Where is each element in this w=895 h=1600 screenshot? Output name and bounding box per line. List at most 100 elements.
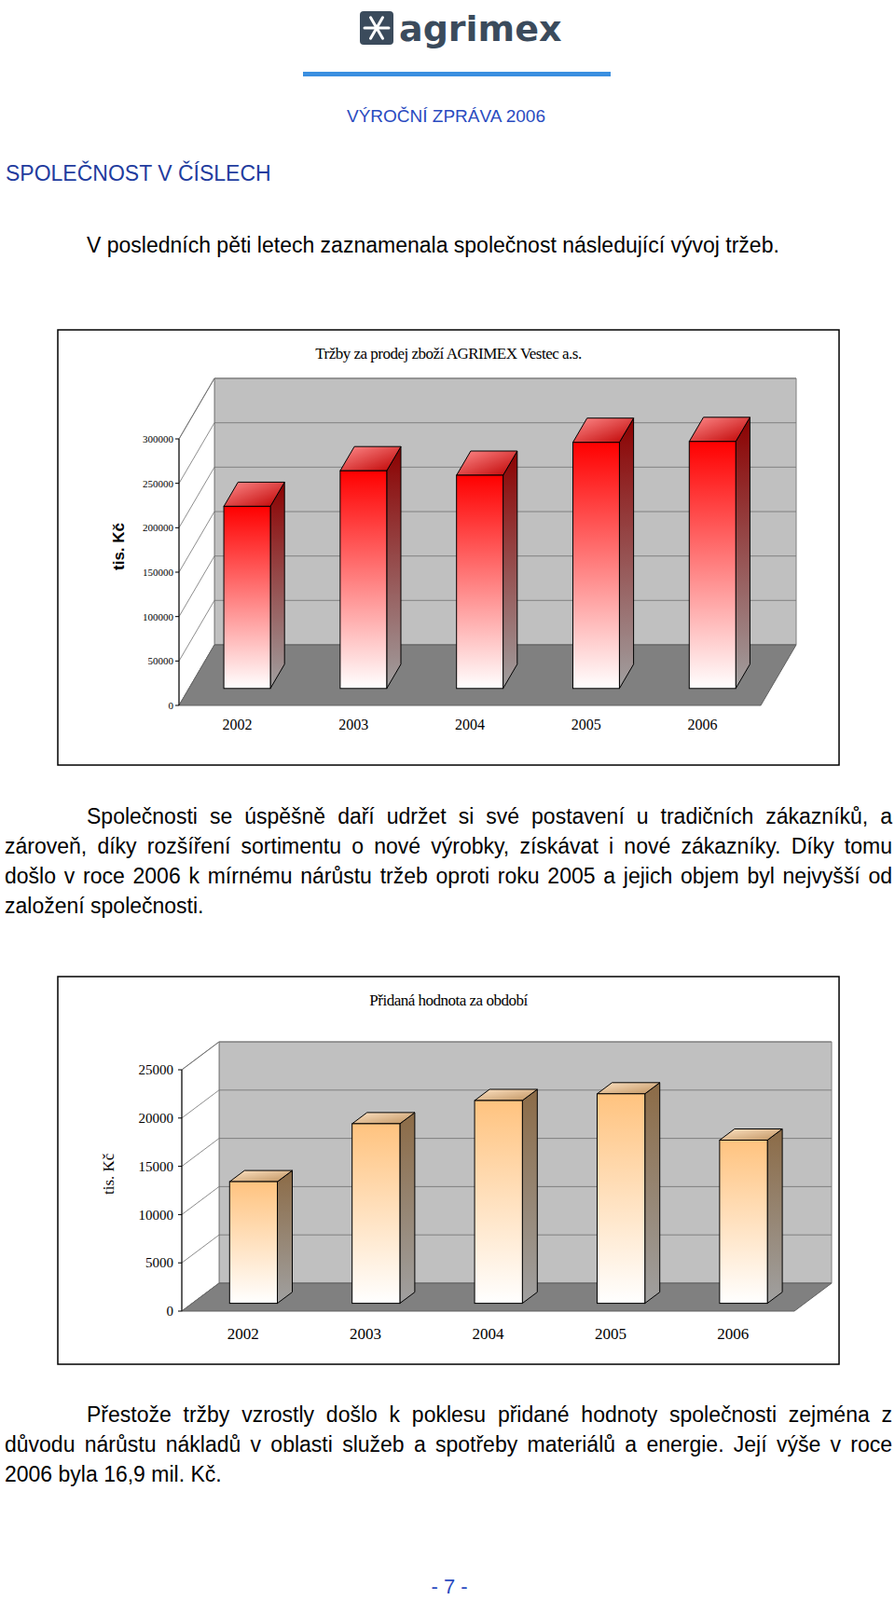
- tick-mark: [175, 527, 179, 529]
- category-label: 2006: [688, 716, 718, 733]
- axis-label: tis. Kč: [99, 1153, 118, 1196]
- bar-top: [597, 1083, 661, 1095]
- tick-mark: [178, 1214, 182, 1216]
- tick-label: 15000: [138, 1159, 175, 1175]
- category-label: 2003: [349, 1325, 382, 1344]
- tick-mark: [175, 705, 179, 707]
- paragraph: V posledních pěti letech zaznamenala spo…: [4, 230, 893, 261]
- category-label: 2002: [221, 716, 252, 733]
- bar-front: [223, 506, 271, 689]
- bar: [474, 1089, 537, 1305]
- axis-label: tis. Kč: [110, 523, 128, 571]
- bar: [223, 481, 285, 689]
- bar: [719, 1129, 783, 1305]
- tick-label: 20000: [138, 1111, 175, 1127]
- logo-icon-stroke: [371, 17, 384, 40]
- tick-mark: [178, 1166, 182, 1168]
- bar-side: [277, 1170, 293, 1305]
- tick-label: 50000: [148, 655, 175, 667]
- category-label: 2004: [472, 1325, 506, 1344]
- bar-side: [735, 417, 750, 689]
- bar-front: [352, 1124, 400, 1305]
- bar-front: [229, 1182, 277, 1305]
- chart: Přidaná hodnota za období 0 5000 10000 15000…: [57, 977, 840, 1365]
- bar-front: [688, 441, 736, 689]
- bars: [229, 1083, 783, 1305]
- tick-mark: [175, 439, 179, 441]
- bar: [688, 417, 750, 689]
- bar-front: [596, 1094, 645, 1305]
- bar-front: [340, 470, 387, 689]
- bar: [456, 451, 518, 689]
- logo: agrimex: [359, 8, 563, 50]
- paragraph: Přestože tržby vzrostly došlo k poklesu …: [4, 1400, 893, 1490]
- logo-icon-stroke: [371, 17, 384, 40]
- chart-frame: [57, 330, 840, 766]
- bar-top: [352, 1113, 415, 1125]
- tick-label: 10000: [138, 1208, 175, 1224]
- bar-side: [619, 418, 634, 689]
- tick-mark: [178, 1070, 182, 1072]
- section-heading: SPOLEČNOST V ČÍSLECH: [5, 160, 272, 186]
- bar-side: [767, 1129, 783, 1305]
- paragraph: Společnosti se úspěšně daří udržet si sv…: [4, 801, 893, 922]
- tick-mark: [175, 616, 179, 618]
- tick-mark: [178, 1311, 182, 1313]
- tick-label: 300000: [142, 433, 175, 445]
- category-label: 2003: [338, 716, 369, 733]
- category-label: 2005: [571, 716, 602, 733]
- bar-top: [223, 481, 285, 507]
- chart-frame: [57, 977, 840, 1365]
- chart-title: Tržby za prodej zboží AGRIMEX Vestec a.s…: [315, 344, 582, 363]
- page-number: - 7 -: [430, 1575, 468, 1599]
- logo-icon: [359, 11, 394, 45]
- tick-label: 100000: [142, 611, 175, 623]
- bar-top: [229, 1170, 292, 1183]
- grid-line: [181, 1042, 832, 1071]
- tick-label: 5000: [145, 1255, 174, 1271]
- bar-front: [474, 1101, 523, 1305]
- bar: [596, 1083, 660, 1305]
- bar: [229, 1170, 292, 1305]
- bar-front: [456, 475, 504, 689]
- bar: [352, 1113, 415, 1305]
- tick-label: 25000: [138, 1062, 175, 1078]
- tick-label: 0: [168, 700, 175, 712]
- tick-label: 0: [166, 1304, 175, 1320]
- bar: [340, 446, 401, 689]
- tick-mark: [175, 572, 179, 574]
- header-rule: [302, 71, 611, 77]
- tick-label: 150000: [142, 566, 175, 579]
- chart: Tržby za prodej zboží AGRIMEX Vestec a.s…: [57, 330, 840, 766]
- tick-mark: [175, 482, 179, 484]
- y-axis: [181, 1070, 183, 1312]
- logo-text: agrimex: [399, 8, 563, 50]
- y-axis: [179, 439, 180, 706]
- bar-top: [340, 446, 401, 471]
- bar-front: [572, 442, 620, 689]
- category-label: 2006: [716, 1325, 749, 1344]
- tick-mark: [178, 1117, 182, 1119]
- bar-top: [456, 451, 518, 476]
- bar-side: [270, 481, 285, 689]
- tick-mark: [175, 660, 179, 662]
- tick-label: 250000: [142, 478, 175, 490]
- bar-front: [719, 1141, 768, 1305]
- category-label: 2005: [594, 1325, 627, 1344]
- category-label: 2002: [227, 1325, 260, 1344]
- side-wall: [181, 1042, 220, 1312]
- header-subtitle: VÝROČNÍ ZPRÁVA 2006: [346, 106, 546, 126]
- bar: [572, 418, 634, 689]
- category-label: 2004: [454, 716, 485, 733]
- bars: [223, 417, 750, 689]
- bar-top: [719, 1129, 783, 1142]
- bar-top: [573, 418, 634, 443]
- bar-top: [688, 417, 750, 442]
- bar-top: [474, 1089, 537, 1102]
- bar-side: [522, 1089, 537, 1305]
- bar-side: [645, 1083, 661, 1305]
- tick-mark: [178, 1263, 182, 1265]
- tick-label: 200000: [142, 522, 175, 534]
- chart-title: Přidaná hodnota za období: [369, 991, 528, 1010]
- bar-side: [386, 446, 401, 689]
